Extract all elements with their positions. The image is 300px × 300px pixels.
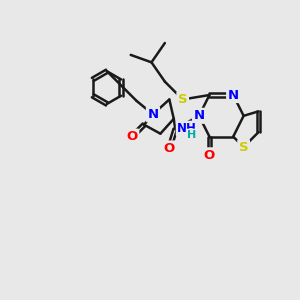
Text: S: S <box>239 140 248 154</box>
Text: N: N <box>147 108 158 121</box>
Text: N: N <box>228 88 239 101</box>
Text: O: O <box>164 142 175 155</box>
Text: N: N <box>194 109 205 122</box>
Text: S: S <box>178 93 188 106</box>
Text: H: H <box>187 130 196 140</box>
Text: O: O <box>127 130 138 143</box>
Text: NH: NH <box>177 122 197 135</box>
Text: O: O <box>204 149 215 162</box>
